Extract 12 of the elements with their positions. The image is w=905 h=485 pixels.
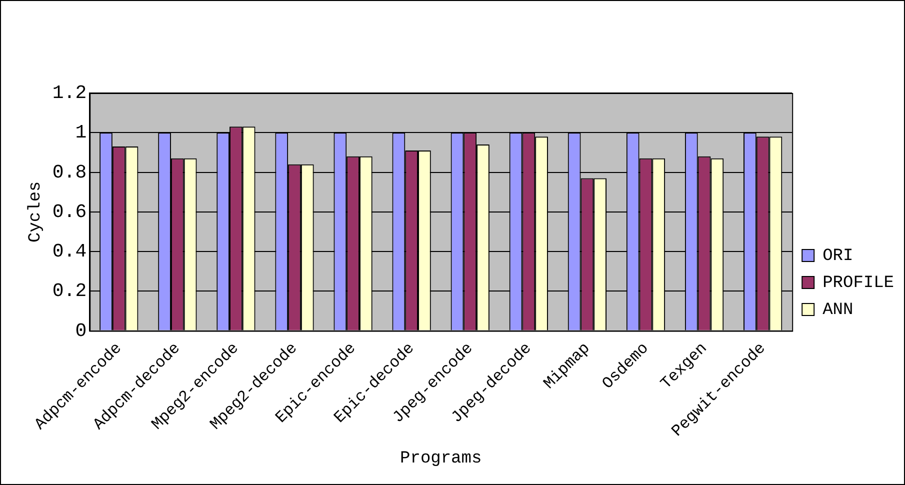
x-axis-title: Programs — [400, 449, 482, 468]
y-tick-label: 1.2 — [52, 82, 87, 104]
legend-label: PROFILE — [822, 274, 894, 293]
legend-label: ANN — [822, 301, 854, 320]
y-tick-label: 0.4 — [52, 240, 87, 263]
y-tick-label: 1 — [75, 122, 87, 144]
y-tick-label: 0 — [75, 320, 87, 342]
y-tick-label: 0.8 — [52, 161, 87, 184]
y-tick-label: 0.6 — [52, 200, 87, 223]
y-axis-title: Cycles — [26, 181, 46, 242]
y-tick-label: 0.2 — [52, 280, 87, 302]
legend-label: ORI — [822, 247, 854, 266]
